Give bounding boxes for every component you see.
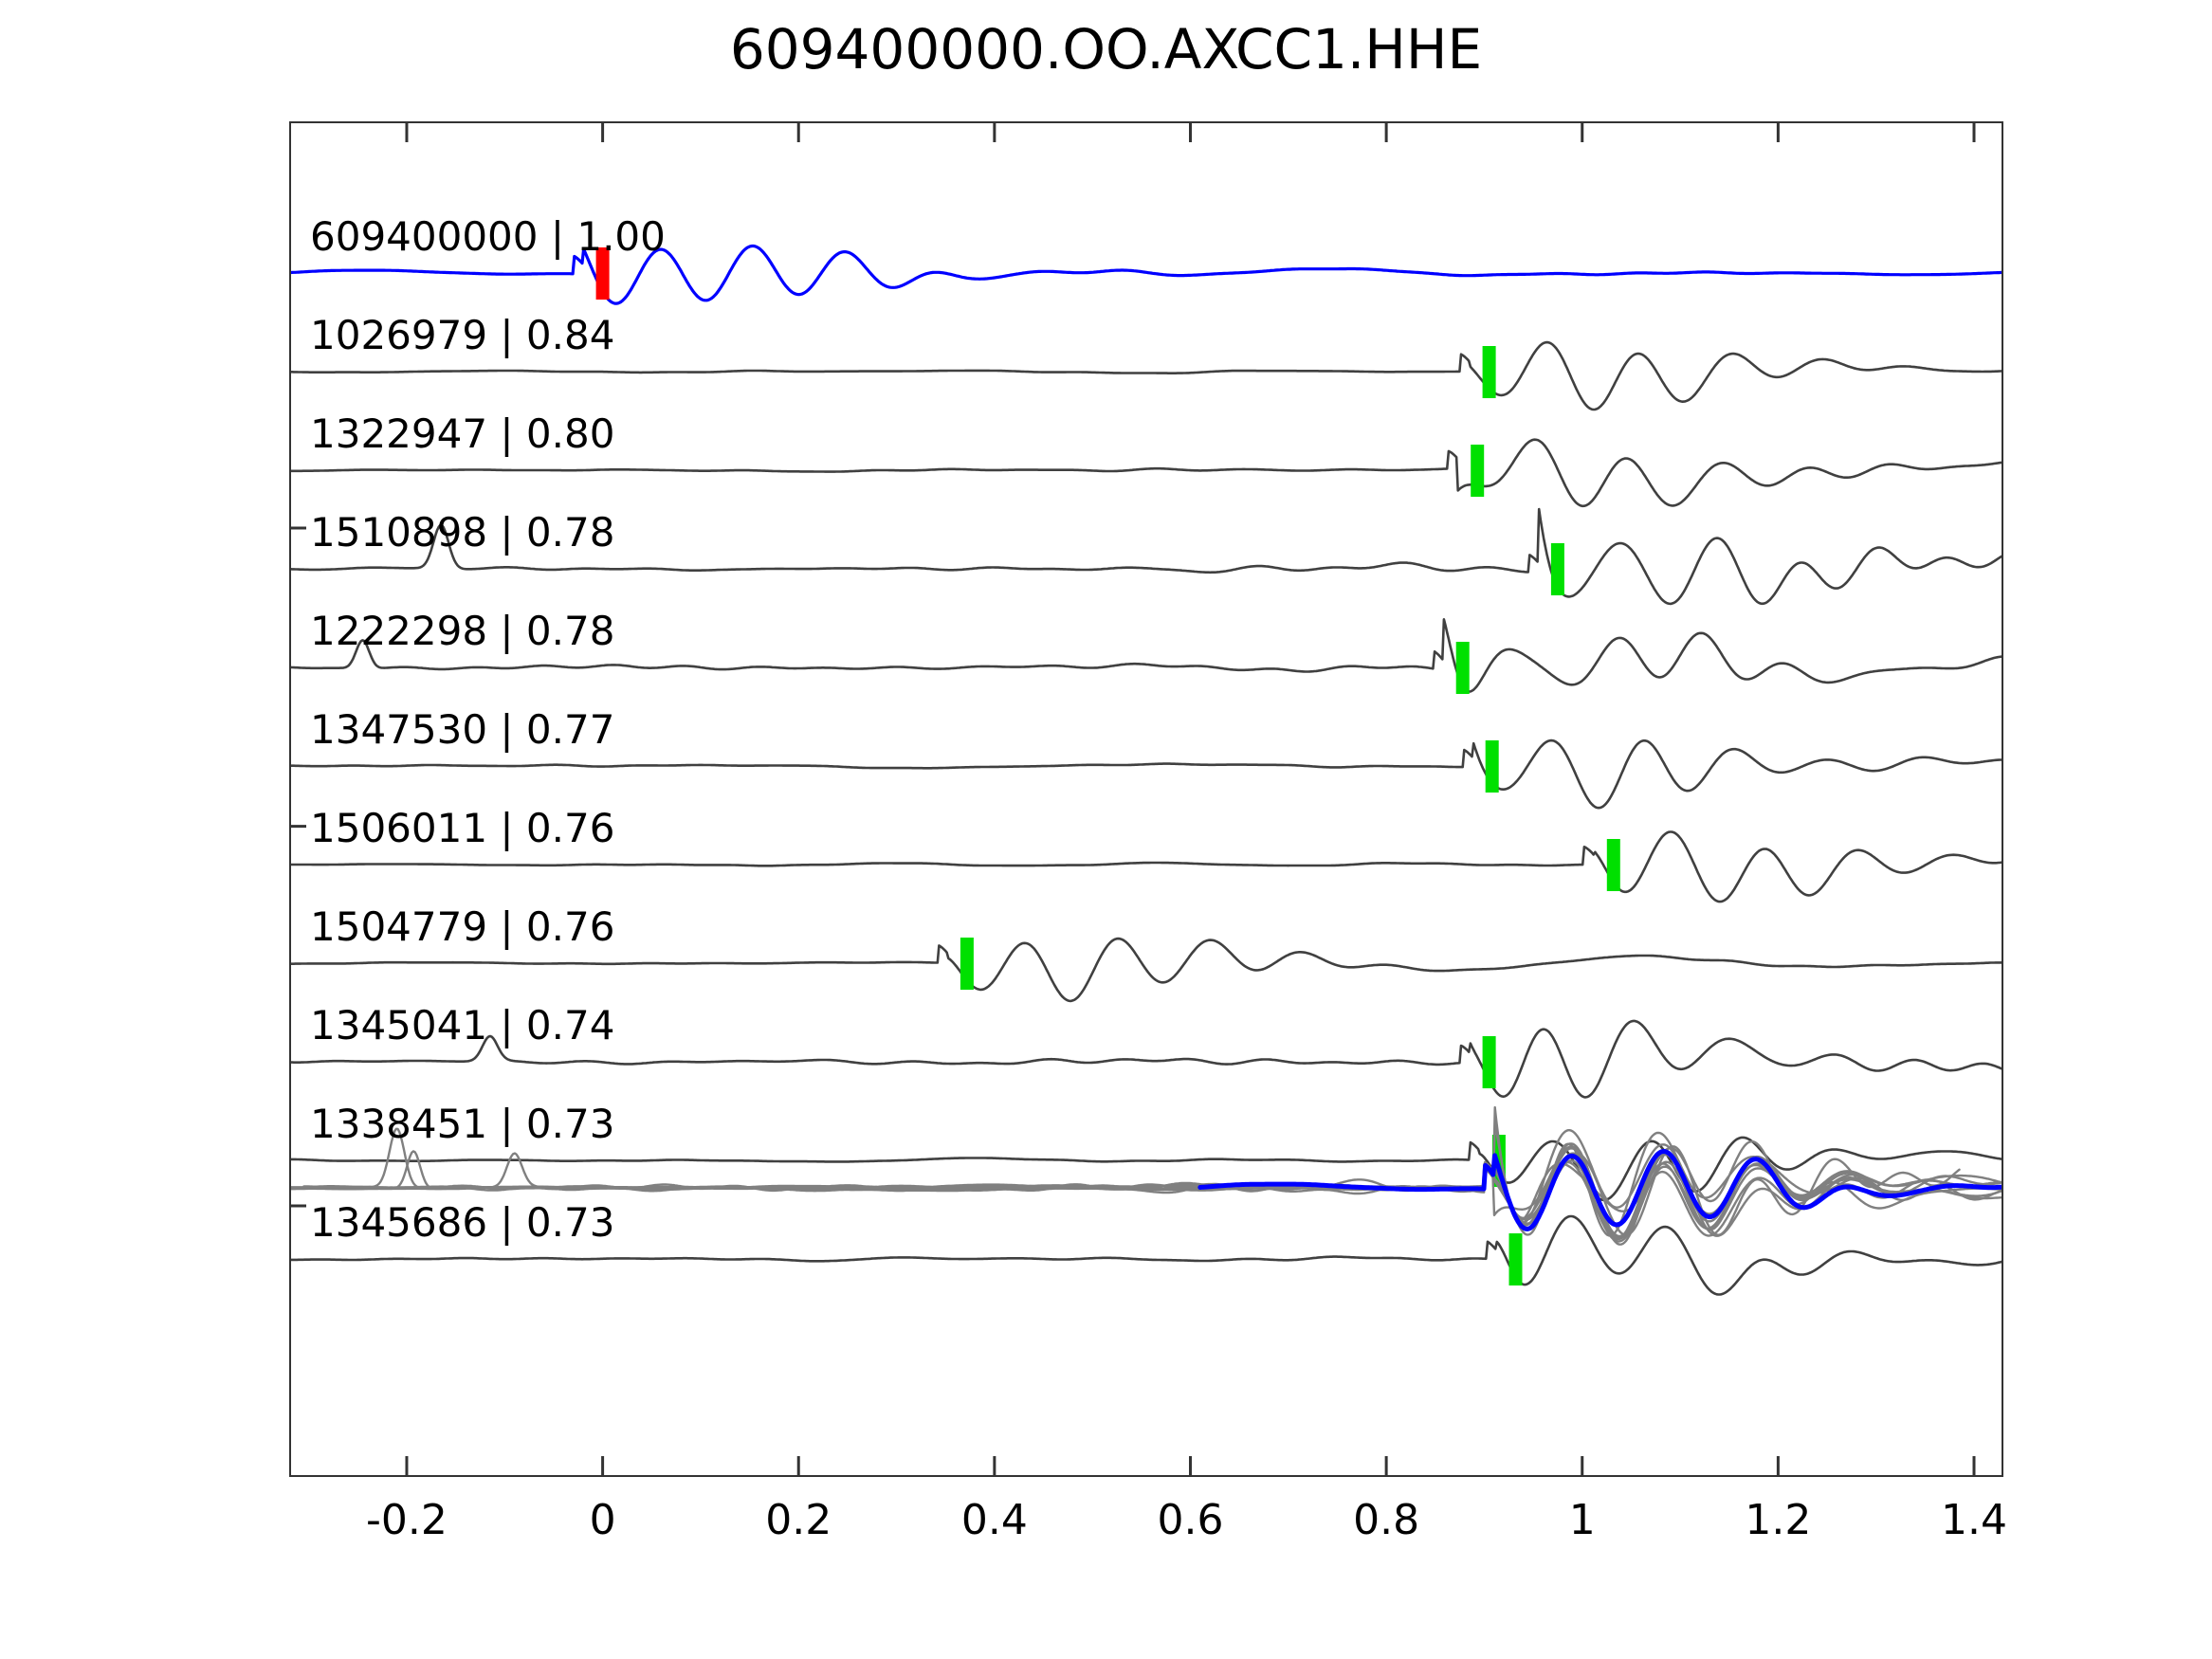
x-axis-tick-labels: -0.2 0 0.2 0.4 0.6 0.8 1 1.2 1.4 [0, 1496, 2212, 1562]
match-pick-marker [960, 938, 974, 990]
x-tick-label: 0.2 [765, 1496, 832, 1544]
match-pick-marker [1455, 642, 1470, 694]
x-tick-label: 0.4 [960, 1496, 1028, 1544]
x-tick-label: -0.2 [366, 1496, 448, 1544]
trace-label: 1322947 | 0.80 [310, 410, 615, 457]
x-tick-label: 0.6 [1157, 1496, 1224, 1544]
trace-label: 1506011 | 0.76 [310, 805, 615, 851]
plot-area: 609400000 | 1.00 1026979 | 0.84 1322947 | … [289, 121, 2003, 1477]
match-waveform-trace [289, 1019, 2003, 1099]
x-axis-ticks [289, 121, 1976, 1477]
match-waveform-trace [289, 830, 2003, 903]
waveform-canvas [289, 121, 2003, 1477]
stack-overlay-trace [289, 1129, 2003, 1237]
trace-label: 1345686 | 0.73 [310, 1199, 615, 1246]
reference-waveform-trace [289, 244, 2003, 305]
picks-group [595, 247, 1620, 1285]
match-pick-marker [1550, 543, 1564, 595]
trace-label: 1504779 | 0.76 [310, 903, 615, 950]
trace-label: 1347530 | 0.77 [310, 706, 615, 753]
trace-label: 1026979 | 0.84 [310, 312, 615, 358]
match-pick-marker [1485, 740, 1499, 793]
match-pick-marker [1482, 346, 1496, 398]
reference-pick-marker [595, 247, 610, 300]
x-tick-label: 1 [1568, 1496, 1596, 1544]
match-waveform-trace [289, 1214, 2003, 1296]
x-tick-label: 1.2 [1745, 1496, 1812, 1544]
trace-label: 609400000 | 1.00 [310, 213, 666, 260]
stack-overlay-panel [289, 1105, 2003, 1246]
x-tick-label: 0.8 [1353, 1496, 1420, 1544]
match-waveform-trace [289, 738, 2003, 810]
match-waveform-trace [289, 507, 2003, 606]
page-title: 609400000.OO.AXCC1.HHE [729, 17, 1483, 82]
trace-label: 1510898 | 0.78 [310, 509, 615, 556]
match-waveform-trace [289, 937, 2003, 1003]
trace-label: 1222298 | 0.78 [310, 608, 615, 654]
traces-group [289, 244, 2003, 1296]
match-waveform-trace [289, 438, 2003, 508]
match-pick-marker [1508, 1233, 1523, 1285]
match-pick-marker [1471, 445, 1485, 497]
axis-frame [289, 121, 2003, 1477]
match-waveform-trace [289, 1136, 2003, 1202]
match-waveform-trace [289, 340, 2003, 411]
x-tick-label: 0 [589, 1496, 616, 1544]
match-pick-marker [1606, 839, 1620, 891]
match-pick-marker [1482, 1036, 1496, 1088]
trace-label: 1338451 | 0.73 [310, 1101, 615, 1147]
x-tick-label: 1.4 [1941, 1496, 2007, 1544]
trace-label: 1345041 | 0.74 [310, 1002, 615, 1048]
match-waveform-trace [289, 618, 2003, 693]
stack-reference-trace [1197, 1149, 2003, 1231]
